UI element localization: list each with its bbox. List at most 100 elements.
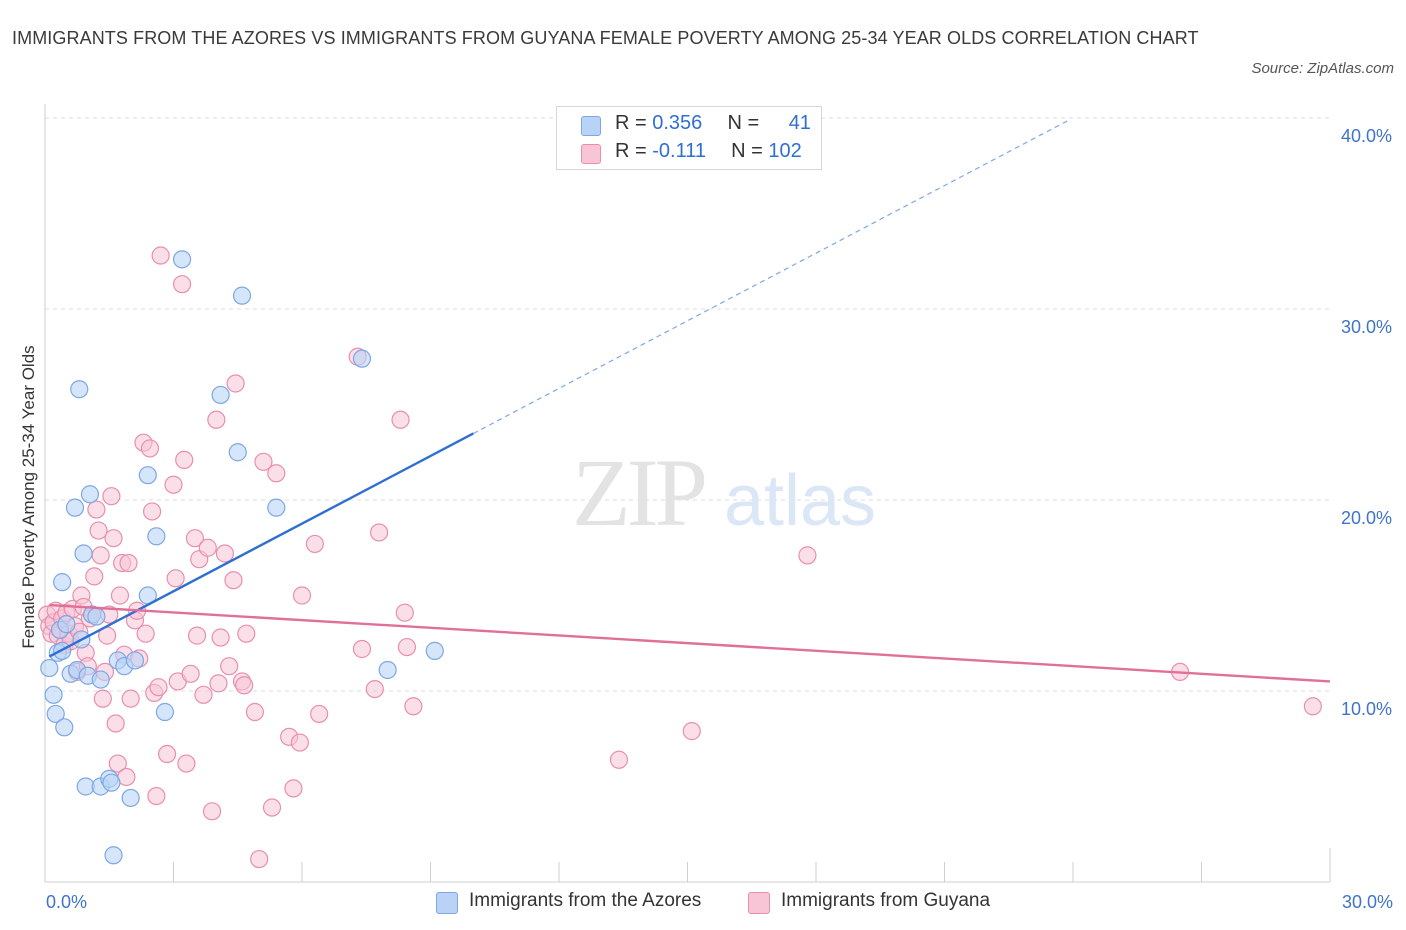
guyana-point [226, 374, 245, 393]
r-label: R = [615, 140, 653, 162]
guyana-point [682, 722, 701, 741]
guyana-point [395, 603, 414, 622]
guyana-point [235, 676, 254, 695]
guyana-point [211, 628, 230, 647]
azores-point [46, 704, 65, 724]
azores-point [352, 349, 372, 368]
guyana-point [142, 502, 162, 521]
r-value: 0.356 [652, 112, 703, 134]
tick-labels: 10.0% 20.0% 30.0% 40.0% 0.0% 30.0% [46, 126, 1393, 912]
azores-point [228, 443, 247, 462]
guyana-point [352, 639, 372, 659]
guyana-point [140, 439, 160, 458]
azores-point [138, 466, 157, 485]
azores-point [74, 544, 93, 563]
azores-swatch [581, 116, 601, 136]
guyana-point [198, 538, 217, 557]
guyana-point [290, 733, 309, 752]
n-value: 41 [788, 112, 811, 134]
guyana-point [262, 798, 282, 817]
guyana-point [85, 567, 104, 586]
guyana-point [185, 529, 205, 548]
azores-trend-extension [473, 119, 1069, 435]
azores-point [80, 485, 100, 504]
n-label: N = [727, 112, 765, 134]
guyana-point [609, 750, 629, 769]
guyana-point [1303, 697, 1322, 716]
azores-point [211, 385, 230, 405]
guyana-point [147, 786, 166, 806]
azores-point [70, 380, 89, 399]
legend-label-azores: Immigrants from the Azores [469, 890, 702, 911]
correlation-legend: R = 0.356 N = 41 R = -0.111 N = 102 [556, 106, 822, 170]
azores-trend-line [48, 432, 474, 658]
guyana-point [207, 410, 226, 429]
azores-point [147, 527, 166, 546]
azores-point [104, 846, 123, 865]
grid-lines [45, 117, 1330, 692]
guyana-point [187, 626, 207, 645]
x-tick-label: 0.0% [46, 892, 87, 912]
y-tick-label: 40.0% [1341, 126, 1392, 146]
guyana-point [181, 664, 200, 683]
guyana-swatch [581, 144, 601, 164]
guyana-point [104, 529, 123, 548]
azores-point [102, 773, 121, 792]
azores-point [87, 607, 106, 626]
y-tick-label: 10.0% [1341, 699, 1392, 719]
chart-title: IMMIGRANTS FROM THE AZORES VS IMMIGRANTS… [12, 28, 1199, 48]
azores-point [172, 250, 192, 269]
guyana-point [91, 546, 110, 565]
guyana-point [89, 521, 108, 540]
azores-point [425, 641, 444, 660]
guyana-point [365, 679, 384, 699]
guyana-point [175, 450, 194, 469]
guyana-point [254, 452, 273, 471]
azores-point [125, 651, 145, 670]
guyana-point [370, 523, 389, 542]
azores-swatch [436, 892, 458, 914]
azores-point [91, 670, 110, 689]
y-tick-label: 30.0% [1341, 317, 1392, 337]
azores-point [232, 286, 252, 305]
source-label: Source: ZipAtlas.com [1251, 60, 1394, 77]
guyana-point [267, 464, 286, 483]
azores-points [40, 250, 444, 865]
n-value: 102 [768, 140, 802, 162]
guyana-point [284, 779, 303, 798]
guyana-point [110, 586, 130, 605]
r-value: -0.111 [652, 140, 706, 162]
guyana-point [250, 849, 269, 869]
azores-point [53, 573, 72, 592]
guyana-point [202, 802, 222, 821]
guyana-point [93, 689, 112, 708]
watermark-atlas: atlas [724, 461, 876, 541]
guyana-point [172, 275, 192, 294]
series-legend: Immigrants from the Azores Immigrants fr… [0, 890, 1406, 916]
r-label: R = [615, 112, 653, 134]
guyana-point [397, 637, 417, 657]
guyana-point [391, 410, 410, 429]
guyana-point [224, 571, 243, 590]
guyana-point [215, 544, 234, 563]
trend-lines [48, 119, 1331, 683]
guyana-point [164, 475, 183, 494]
guyana-point [245, 702, 264, 722]
guyana-point [310, 704, 329, 724]
azores-point [65, 498, 85, 517]
axes [44, 104, 1331, 883]
guyana-point [119, 553, 138, 573]
guyana-point [151, 246, 170, 265]
y-tick-label: 20.0% [1341, 508, 1392, 528]
azores-point [267, 498, 286, 517]
guyana-point [237, 624, 256, 643]
guyana-point [166, 569, 185, 588]
azores-point [57, 615, 76, 634]
guyana-point [102, 487, 121, 506]
n-label: N = [731, 140, 769, 162]
x-tick-label: 30.0% [1342, 892, 1393, 912]
guyana-point [209, 674, 228, 693]
legend-label-guyana: Immigrants from Guyana [781, 890, 991, 911]
guyana-point [404, 697, 423, 716]
